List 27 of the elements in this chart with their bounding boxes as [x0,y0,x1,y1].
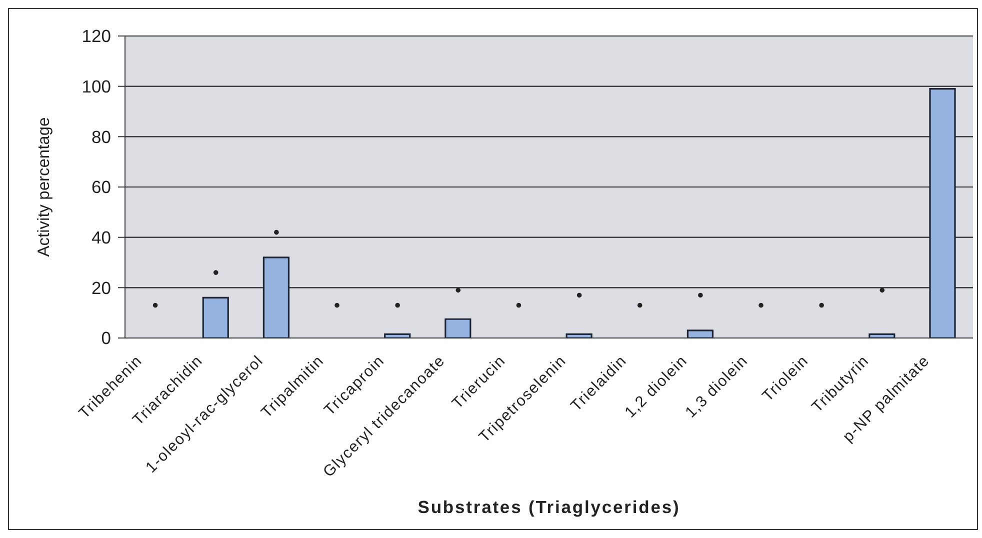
y-tick-label: 120 [82,26,112,46]
bar [262,256,290,338]
point [213,270,218,275]
point [576,292,582,298]
y-tick-label: 20 [92,278,112,298]
x-axis-title: Substrates (Triaglycerides) [418,497,680,517]
point [516,302,522,308]
point [880,288,885,293]
point [819,302,824,308]
point [395,302,400,308]
y-tick-label: 100 [82,76,112,97]
bar [444,318,472,338]
point [758,302,764,308]
y-tick-label: 60 [92,177,112,198]
y-tick-label: 80 [92,126,112,147]
point [698,292,703,298]
point [637,302,642,308]
bar [929,88,956,338]
point [456,288,461,293]
point [334,302,340,308]
point [152,302,158,308]
bar [202,296,229,338]
point [274,230,279,235]
y-axis-title: Activity percentage [35,117,53,257]
y-tick-label: 40 [92,228,112,248]
bar [686,330,714,338]
y-tick-label: 0 [101,328,112,348]
